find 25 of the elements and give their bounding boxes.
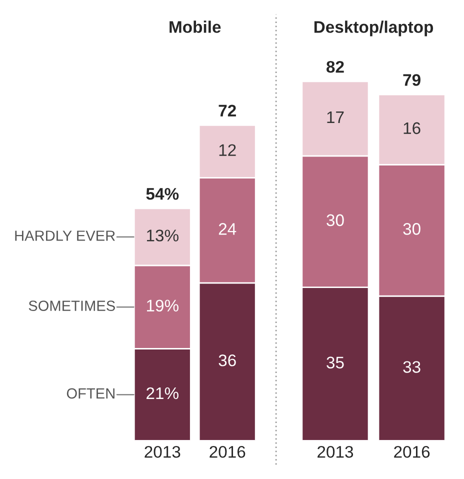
total-label: 54% xyxy=(146,188,179,200)
data-label: 12 xyxy=(219,144,236,156)
total-label: 82 xyxy=(326,60,344,73)
x-tick-label: 2016 xyxy=(394,446,430,458)
data-label: 16 xyxy=(404,122,420,134)
chart-title: Mobile xyxy=(170,20,221,33)
data-label: 36 xyxy=(218,354,236,366)
data-label: 30 xyxy=(326,214,344,226)
chart-title: Desktop/laptop xyxy=(314,20,434,36)
series-label: HARDLY EVER xyxy=(15,230,115,241)
series-label: SOMETIMES xyxy=(28,300,115,311)
x-tick-label: 2016 xyxy=(210,446,246,458)
x-tick-label: 2013 xyxy=(318,446,354,458)
data-label: 21% xyxy=(146,387,178,400)
x-tick-label: 2013 xyxy=(144,446,180,458)
total-label: 72 xyxy=(218,104,236,116)
data-label: 17 xyxy=(327,112,344,123)
data-label: 24 xyxy=(218,223,236,235)
total-label: 79 xyxy=(403,74,420,86)
series-label: OFTEN xyxy=(66,388,114,399)
data-label: 35 xyxy=(326,356,344,368)
data-label: 13% xyxy=(146,230,178,242)
data-label: 33 xyxy=(403,361,420,373)
data-label: 30 xyxy=(403,223,420,235)
data-label: 19% xyxy=(146,300,178,312)
